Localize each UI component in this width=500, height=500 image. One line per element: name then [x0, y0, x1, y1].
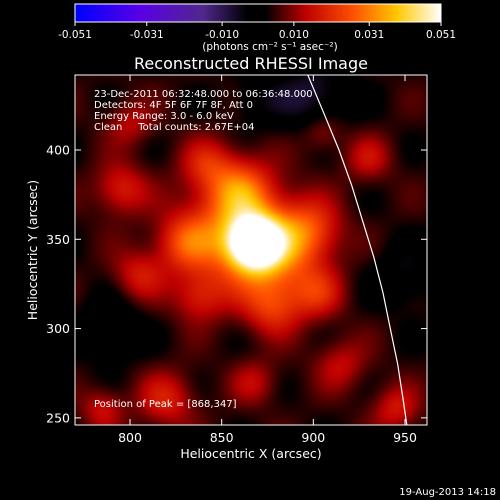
- info-line-counts: Clean Total counts: 2.67E+04: [94, 122, 254, 133]
- heatmap-image: [75, 75, 427, 425]
- info-annotation: 23-Dec-2011 06:32:48.000 to 06:36:48.000…: [94, 89, 313, 133]
- solar-limb-curve: [307, 75, 408, 425]
- y-tick-label: 400: [46, 143, 70, 158]
- y-tick-label: 350: [46, 232, 70, 247]
- colorbar: -0.051 -0.031 -0.010 0.010 0.031 0.051 (photo…: [58, 3, 456, 53]
- x-axis-ticks: 800 850 900 950: [118, 75, 417, 445]
- plot-frame: [74, 74, 428, 426]
- colorbar-tick-label: 0.031: [354, 29, 384, 41]
- x-tick-label: 900: [301, 430, 325, 445]
- footer-date: 19-Aug-2013 14:18: [399, 487, 496, 498]
- info-line-detectors: Detectors: 4F 5F 6F 7F 8F, Att 0: [94, 100, 253, 111]
- colorbar-tick-label: -0.031: [130, 29, 164, 41]
- y-axis-label: Heliocentric Y (arcsec): [25, 180, 40, 320]
- colorbar-tick-label: 0.010: [279, 29, 309, 41]
- colorbar-units-label: (photons cm⁻² s⁻¹ asec⁻²): [202, 41, 337, 53]
- y-axis-ticks: 250 300 350 400: [46, 143, 427, 425]
- x-tick-label: 850: [210, 430, 234, 445]
- y-tick-label: 250: [46, 410, 70, 425]
- x-tick-label: 950: [393, 430, 417, 445]
- colorbar-tick-label: -0.051: [58, 29, 92, 41]
- x-tick-label: 800: [118, 430, 142, 445]
- info-line-time: 23-Dec-2011 06:32:48.000 to 06:36:48.000: [94, 89, 313, 100]
- info-line-energy: Energy Range: 3.0 - 6.0 keV: [94, 111, 234, 122]
- y-tick-label: 300: [46, 321, 70, 336]
- colorbar-ticks: -0.051 -0.031 -0.010 0.010 0.031 0.051: [58, 22, 456, 41]
- colorbar-tick-label: -0.010: [205, 29, 239, 41]
- colorbar-tick-label: 0.051: [426, 29, 456, 41]
- peak-position-label: Position of Peak = [868,347]: [94, 399, 237, 410]
- x-axis-label: Heliocentric X (arcsec): [180, 446, 321, 461]
- chart-title: Reconstructed RHESSI Image: [134, 54, 368, 73]
- colorbar-gradient: [75, 4, 441, 22]
